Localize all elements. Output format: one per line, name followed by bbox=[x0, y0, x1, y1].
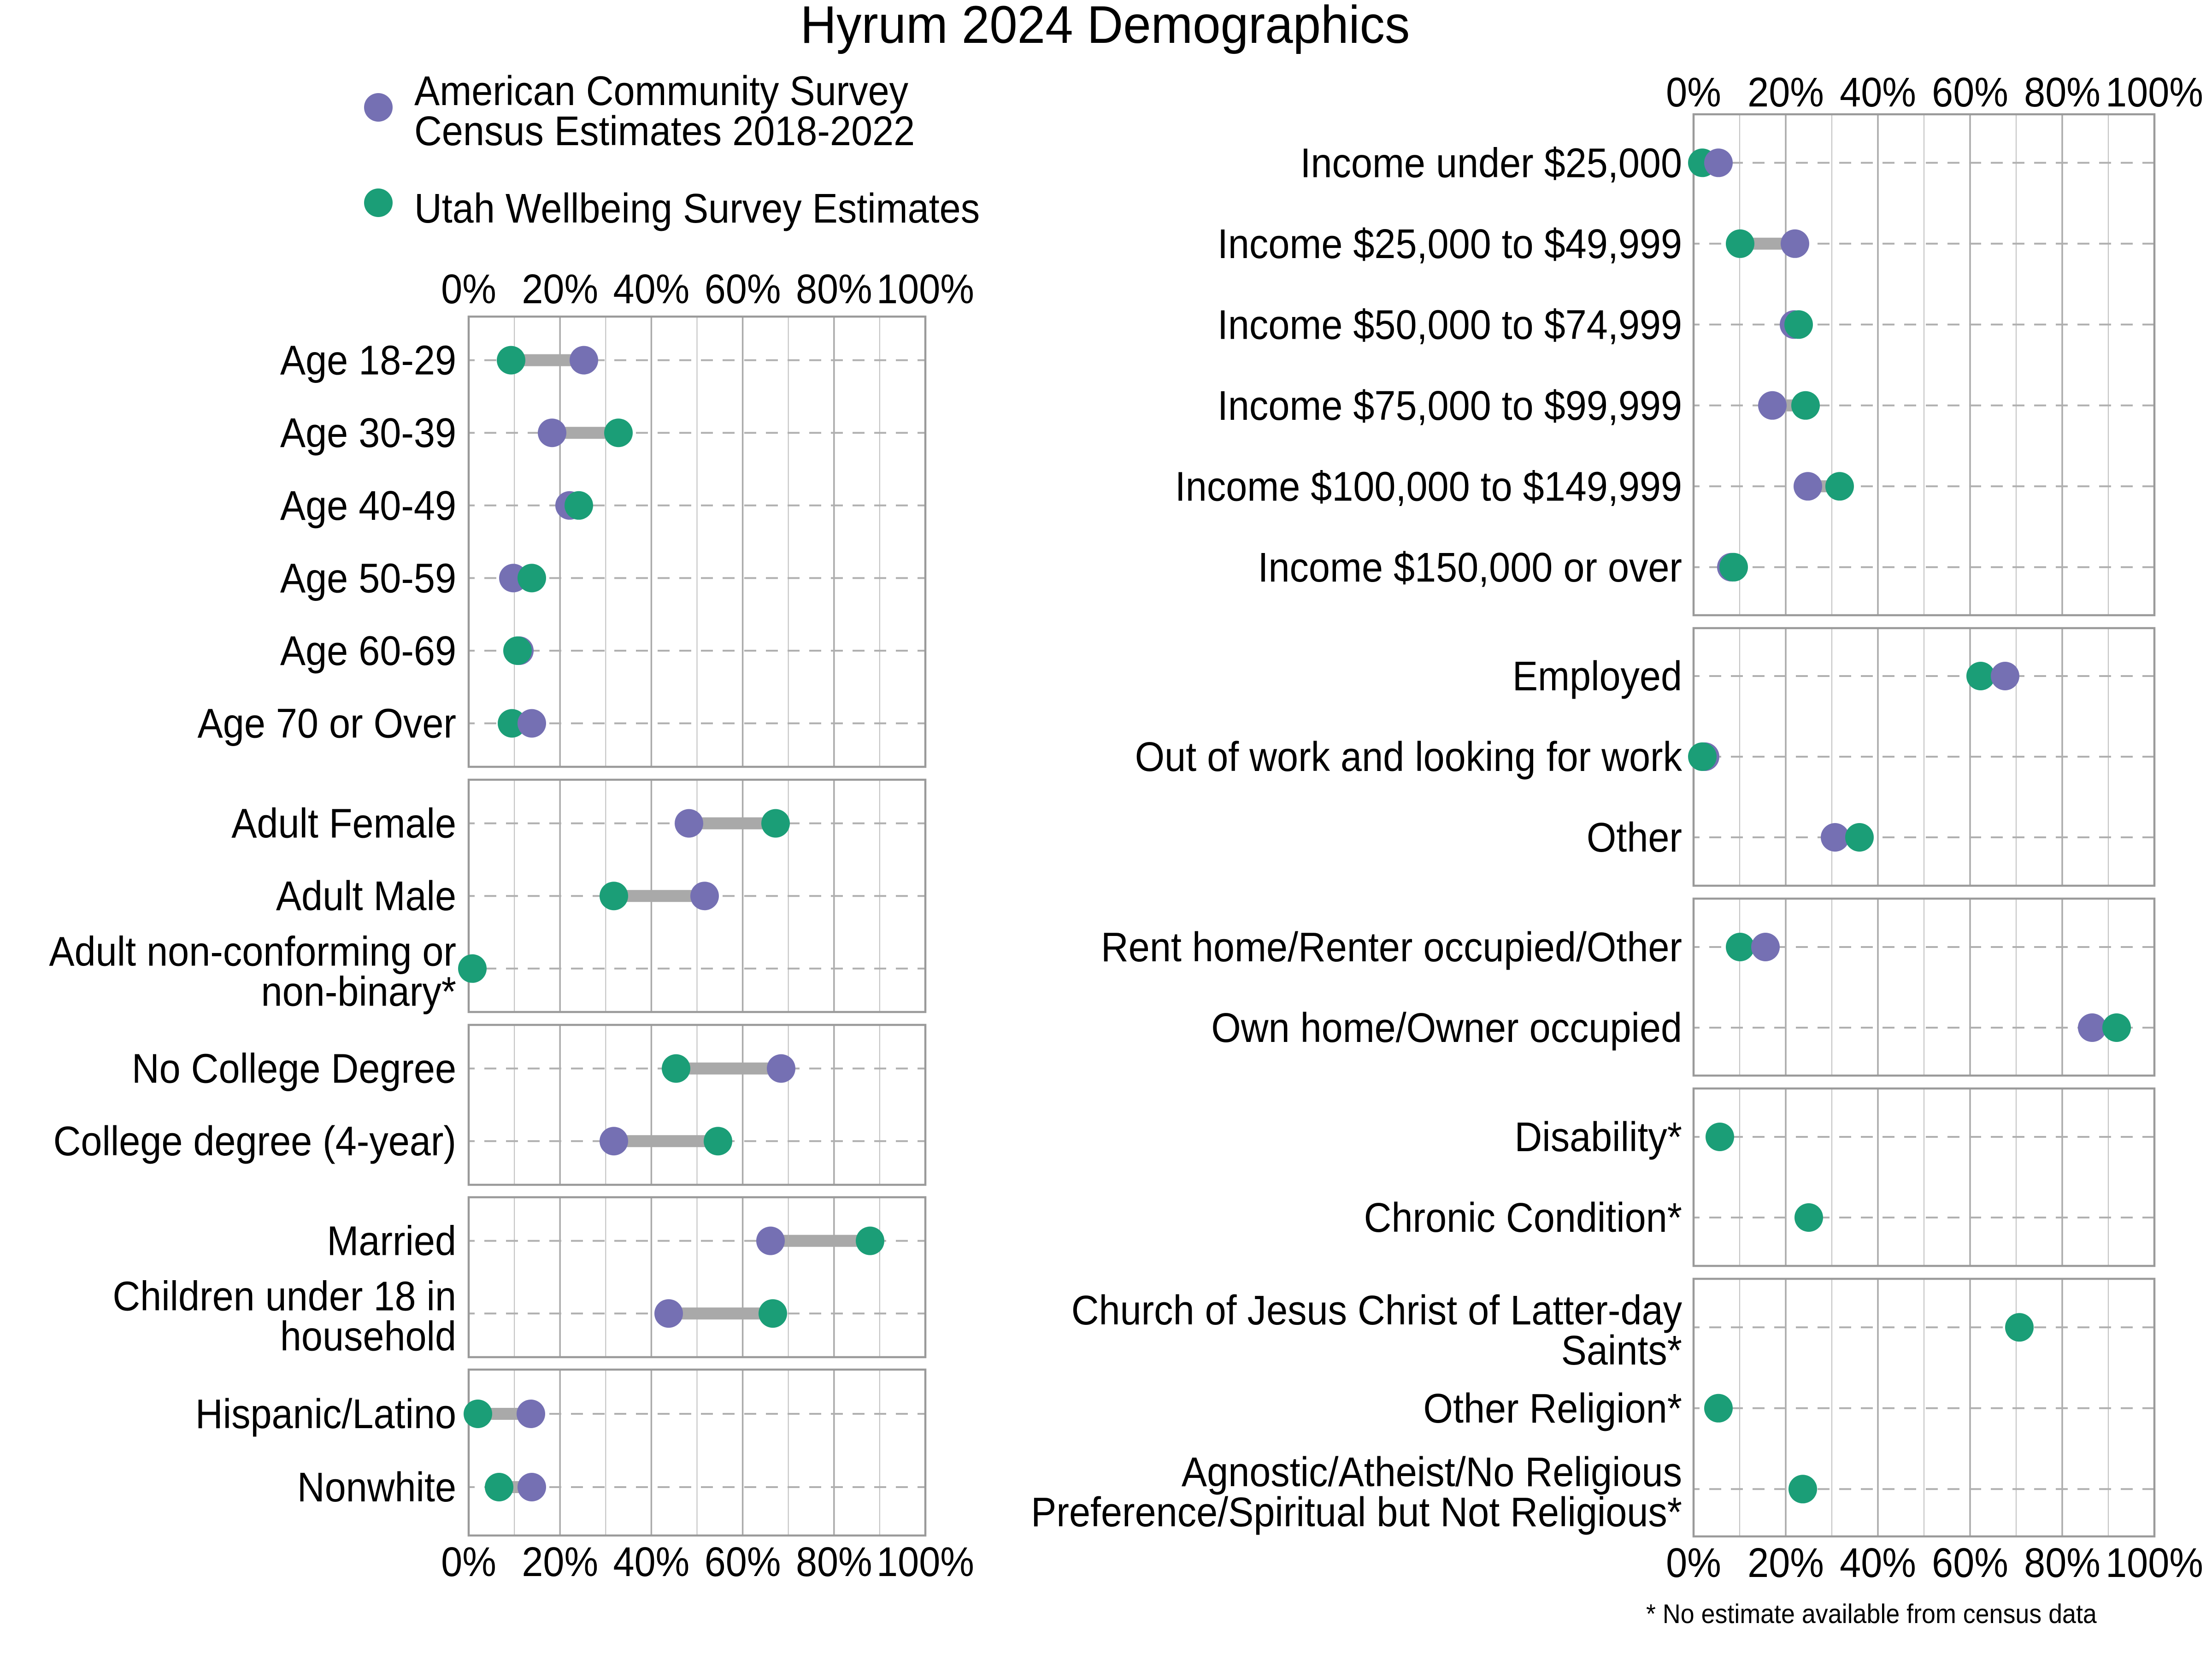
svg-text:40%: 40% bbox=[613, 1539, 690, 1585]
svg-text:40%: 40% bbox=[613, 266, 690, 312]
svg-text:20%: 20% bbox=[522, 1539, 598, 1585]
svg-text:* No estimate available from c: * No estimate available from census data bbox=[1646, 1599, 2097, 1629]
svg-text:Other Religion*: Other Religion* bbox=[1424, 1386, 1682, 1432]
svg-text:Income $50,000 to $74,999: Income $50,000 to $74,999 bbox=[1218, 302, 1682, 348]
svg-text:0%: 0% bbox=[441, 1539, 496, 1585]
svg-text:100%: 100% bbox=[877, 1539, 974, 1585]
svg-text:Income $100,000 to $149,999: Income $100,000 to $149,999 bbox=[1175, 464, 1682, 510]
svg-text:Hispanic/Latino: Hispanic/Latino bbox=[195, 1391, 456, 1437]
svg-text:household: household bbox=[280, 1314, 456, 1360]
svg-text:non-binary*: non-binary* bbox=[261, 969, 456, 1015]
svg-text:0%: 0% bbox=[1666, 1540, 1721, 1586]
svg-text:80%: 80% bbox=[796, 1539, 872, 1585]
svg-text:Adult Male: Adult Male bbox=[276, 873, 456, 919]
svg-text:20%: 20% bbox=[522, 266, 598, 312]
svg-text:60%: 60% bbox=[705, 1539, 781, 1585]
svg-text:20%: 20% bbox=[1747, 70, 1824, 116]
svg-text:40%: 40% bbox=[1840, 1540, 1916, 1586]
svg-text:Income $75,000 to $99,999: Income $75,000 to $99,999 bbox=[1218, 383, 1682, 429]
svg-text:Income $25,000 to $49,999: Income $25,000 to $49,999 bbox=[1218, 221, 1682, 267]
svg-text:Children under 18 in: Children under 18 in bbox=[112, 1274, 456, 1320]
svg-text:100%: 100% bbox=[2106, 70, 2203, 116]
svg-text:Age 50-59: Age 50-59 bbox=[280, 555, 456, 601]
svg-text:Agnostic/Atheist/No Religious: Agnostic/Atheist/No Religious bbox=[1182, 1449, 1682, 1495]
svg-text:Other: Other bbox=[1587, 815, 1682, 861]
svg-text:Rent home/Renter occupied/Othe: Rent home/Renter occupied/Other bbox=[1101, 924, 1682, 971]
svg-text:60%: 60% bbox=[1932, 1540, 2008, 1586]
svg-text:Age 60-69: Age 60-69 bbox=[280, 628, 456, 674]
svg-text:Income $150,000 or over: Income $150,000 or over bbox=[1258, 545, 1682, 591]
svg-text:Age 30-39: Age 30-39 bbox=[280, 410, 456, 456]
svg-text:Age 70 or Over: Age 70 or Over bbox=[198, 700, 456, 747]
svg-text:80%: 80% bbox=[2024, 1540, 2100, 1586]
svg-text:0%: 0% bbox=[1666, 70, 1721, 116]
svg-text:20%: 20% bbox=[1747, 1540, 1824, 1586]
svg-text:Nonwhite: Nonwhite bbox=[297, 1465, 456, 1511]
svg-text:College degree (4-year): College degree (4-year) bbox=[53, 1118, 456, 1165]
svg-text:Adult non-conforming or: Adult non-conforming or bbox=[49, 929, 456, 975]
svg-text:0%: 0% bbox=[441, 266, 496, 312]
svg-text:Disability*: Disability* bbox=[1515, 1114, 1682, 1160]
svg-text:Saints*: Saints* bbox=[1561, 1328, 1682, 1374]
svg-text:40%: 40% bbox=[1840, 70, 1916, 116]
svg-text:Utah Wellbeing Survey Estimate: Utah Wellbeing Survey Estimates bbox=[414, 186, 980, 232]
svg-text:100%: 100% bbox=[2106, 1540, 2203, 1586]
svg-text:Preference/Spiritual but Not R: Preference/Spiritual but Not Religious* bbox=[1031, 1489, 1682, 1535]
svg-text:Out of work and looking for wo: Out of work and looking for work bbox=[1135, 734, 1683, 780]
svg-text:80%: 80% bbox=[796, 266, 872, 312]
svg-text:Hyrum 2024 Demographics: Hyrum 2024 Demographics bbox=[800, 0, 1410, 54]
svg-text:Church of Jesus Christ of Latt: Church of Jesus Christ of Latter-day bbox=[1071, 1288, 1683, 1334]
svg-text:Age 18-29: Age 18-29 bbox=[280, 337, 456, 383]
svg-text:Own home/Owner occupied: Own home/Owner occupied bbox=[1211, 1005, 1682, 1051]
svg-text:Census Estimates 2018-2022: Census Estimates 2018-2022 bbox=[414, 108, 915, 154]
svg-text:Married: Married bbox=[327, 1218, 456, 1264]
svg-text:Age 40-49: Age 40-49 bbox=[280, 483, 456, 529]
svg-text:Income under $25,000: Income under $25,000 bbox=[1300, 140, 1682, 186]
svg-text:American Community Survey: American Community Survey bbox=[414, 68, 909, 114]
svg-text:No College Degree: No College Degree bbox=[132, 1046, 456, 1092]
svg-text:80%: 80% bbox=[2024, 70, 2100, 116]
svg-text:100%: 100% bbox=[877, 266, 974, 312]
svg-text:60%: 60% bbox=[705, 266, 781, 312]
svg-text:Adult Female: Adult Female bbox=[231, 800, 456, 847]
svg-text:60%: 60% bbox=[1932, 70, 2008, 116]
svg-text:Chronic Condition*: Chronic Condition* bbox=[1364, 1195, 1682, 1241]
svg-text:Employed: Employed bbox=[1512, 653, 1682, 700]
